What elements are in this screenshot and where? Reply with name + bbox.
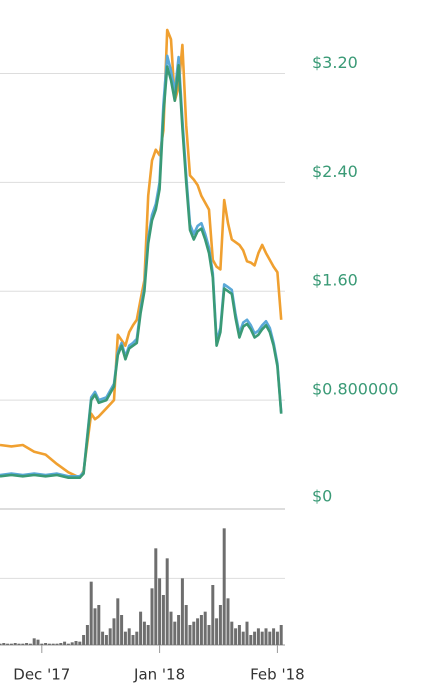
- volume-bar: [188, 625, 192, 645]
- volume-bar: [253, 631, 257, 645]
- volume-bar: [9, 643, 13, 645]
- volume-bar: [169, 611, 173, 645]
- x-tick-label: Dec '17: [13, 666, 70, 684]
- x-tick-label: Feb '18: [250, 666, 305, 684]
- volume-bar: [150, 588, 154, 645]
- volume-bar: [116, 598, 120, 645]
- volume-bar: [93, 608, 97, 645]
- volume-bar: [211, 585, 215, 645]
- volume-bar: [272, 628, 276, 645]
- volume-bar: [108, 628, 112, 645]
- volume-bar: [17, 643, 21, 645]
- volume-bar: [127, 628, 131, 645]
- volume-bar: [63, 641, 67, 645]
- volume-bar: [28, 643, 32, 645]
- volume-bar: [165, 558, 169, 645]
- volume-bar: [0, 643, 2, 645]
- volume-bar: [184, 605, 188, 645]
- volume-bar: [226, 598, 230, 645]
- volume-bar: [207, 625, 211, 645]
- volume-bar: [44, 643, 48, 645]
- volume-bar: [196, 618, 200, 645]
- volume-bar: [51, 643, 55, 645]
- volume-bar: [101, 631, 105, 645]
- y-tick-label: $3.20: [312, 53, 358, 72]
- volume-bar: [279, 625, 283, 645]
- volume-bar: [177, 615, 181, 645]
- y-tick-label: $0.800000: [312, 380, 399, 399]
- volume-bar: [218, 605, 222, 645]
- volume-bar: [142, 621, 146, 645]
- y-tick-label: $0: [312, 487, 332, 506]
- volume-bar: [89, 581, 93, 645]
- price-line: [0, 54, 283, 478]
- volume-bar: [275, 631, 279, 645]
- volume-bar: [146, 625, 150, 645]
- volume-bar: [82, 635, 86, 645]
- volume-bar: [36, 639, 40, 645]
- volume-bar: [215, 618, 219, 645]
- volume-bar: [78, 641, 82, 645]
- volume-bar: [85, 625, 89, 645]
- volume-bar: [25, 643, 29, 645]
- volume-bar: [161, 595, 165, 645]
- volume-bar: [112, 618, 116, 645]
- price-line: [0, 28, 283, 479]
- volume-bar: [230, 621, 234, 645]
- volume-bar: [131, 635, 135, 645]
- volume-bar: [245, 621, 249, 645]
- volume-bar: [268, 631, 272, 645]
- volume-bar: [120, 615, 124, 645]
- volume-bar: [264, 628, 268, 645]
- volume-bar: [55, 643, 59, 645]
- volume-bar: [6, 643, 10, 645]
- volume-bar: [173, 621, 177, 645]
- volume-bar: [2, 643, 6, 645]
- volume-bar: [154, 548, 158, 645]
- volume-bar: [256, 628, 260, 645]
- volume-bar: [199, 615, 203, 645]
- volume-bar: [234, 628, 238, 645]
- volume-bar: [74, 641, 78, 645]
- volume-bar: [104, 635, 108, 645]
- volume-bar: [135, 631, 139, 645]
- volume-bar: [97, 605, 101, 645]
- volume-bar: [21, 643, 25, 645]
- volume-bar: [249, 635, 253, 645]
- volume-bar: [260, 631, 264, 645]
- volume-bar: [123, 631, 127, 645]
- volume-bar: [47, 643, 51, 645]
- volume-bar: [237, 625, 241, 645]
- volume-bar: [222, 528, 226, 645]
- price-line: [0, 64, 283, 479]
- volume-bar: [13, 643, 17, 645]
- y-tick-label: $1.60: [312, 271, 358, 290]
- volume-bar: [139, 611, 143, 645]
- volume-bar: [70, 642, 74, 645]
- volume-bar: [192, 621, 196, 645]
- volume-bar: [66, 643, 70, 645]
- volume-bar: [203, 611, 207, 645]
- volume-bar: [180, 578, 184, 645]
- x-tick-label: Jan '18: [133, 666, 185, 684]
- volume-bar: [40, 643, 44, 645]
- y-tick-label: $2.40: [312, 162, 358, 181]
- volume-bar: [158, 578, 162, 645]
- volume-bar: [241, 631, 245, 645]
- volume-bar: [59, 643, 63, 645]
- volume-bar: [32, 638, 36, 645]
